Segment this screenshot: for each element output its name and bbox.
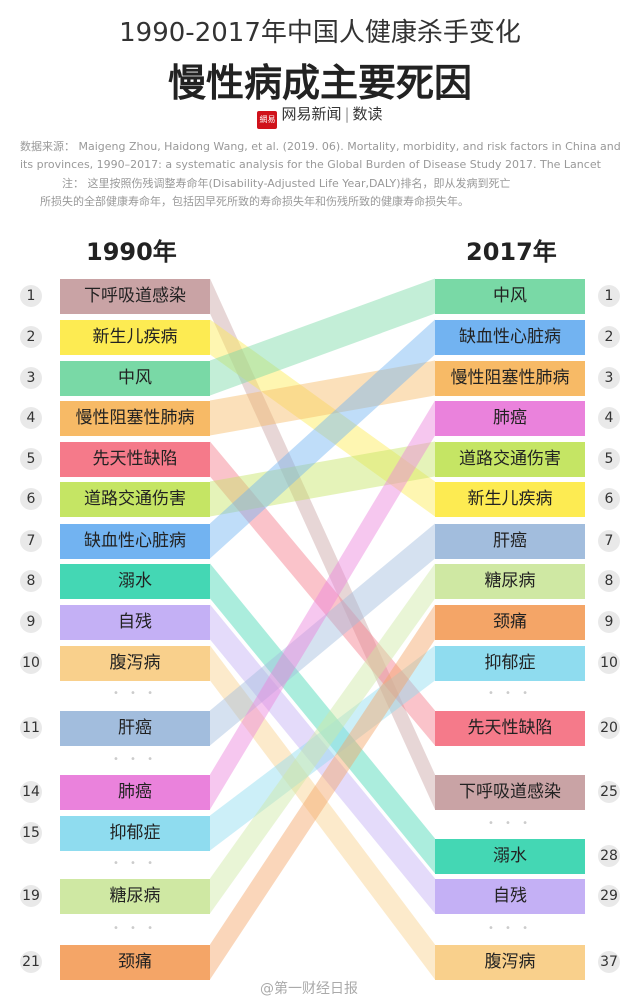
right-item-6: 肝癌 [435,523,585,559]
right-rank-1: 2 [598,326,620,348]
left-rank-7: 8 [20,570,42,592]
right-rank-14: 37 [598,951,620,973]
right-item-3: 肺癌 [435,400,585,436]
left-item-1: 新生儿疾病 [60,319,210,355]
left-rank-11: 14 [20,781,42,803]
ellipsis-6: • • • [487,923,533,934]
flow-13 [210,563,435,914]
note-line-1: 注： 这里按照伤残调整寿命年(Disability-Adjusted Life … [62,177,511,190]
left-item-2: 中风 [60,360,210,396]
ellipsis-4: • • • [487,688,533,699]
left-year-label: 1990年 [86,238,177,266]
brand-name: 网易新闻 [281,105,342,123]
left-rank-0: 1 [20,285,42,307]
left-item-14: 颈痛 [60,944,210,980]
ellipsis-1: • • • [112,754,158,765]
flow-9 [210,645,435,980]
brand-sub: 数读 [352,105,383,123]
right-item-4: 道路交通伤害 [435,441,585,477]
page-title: 慢性病成主要死因 [167,61,472,105]
left-item-6: 缺血性心脏病 [60,523,210,559]
flow-2 [210,278,435,396]
ellipsis-2: • • • [112,858,158,869]
right-item-7: 糖尿病 [435,563,585,599]
right-item-8: 颈痛 [435,604,585,640]
left-rank-13: 19 [20,885,42,907]
right-rank-0: 1 [598,285,620,307]
flow-8 [210,604,435,914]
left-item-0: 下呼吸道感染 [60,278,210,314]
flow-4 [210,441,435,746]
right-item-9: 抑郁症 [435,645,585,681]
right-rank-9: 10 [598,652,620,674]
left-item-5: 道路交通伤害 [60,481,210,517]
right-item-5: 新生儿疾病 [435,481,585,517]
left-rank-3: 4 [20,407,42,429]
flow-6 [210,319,435,559]
netease-logo: 網易 [257,111,278,129]
left-rank-12: 15 [20,822,42,844]
ellipsis-0: • • • [112,688,158,699]
note-line-2: 所损失的全部健康寿命年，包括因早死所致的寿命损失年和伤残所致的健康寿命损失年。 [40,195,469,208]
flow-12 [210,645,435,851]
source-line-2: its provinces, 1990–2017: a systematic a… [20,158,601,171]
flow-14 [210,604,435,980]
right-item-1: 缺血性心脏病 [435,319,585,355]
flow-11 [210,400,435,810]
title-line1: 1990-2017年中国人健康杀手变化 [119,18,521,48]
flow-0 [210,278,435,810]
left-rank-10: 11 [20,717,42,739]
left-rank-2: 3 [20,367,42,389]
right-rank-7: 8 [598,570,620,592]
left-item-10: 肝癌 [60,710,210,746]
right-item-2: 慢性阻塞性肺病 [435,360,585,396]
brand: 網易 网易新闻 | 数读 [0,103,640,129]
watermark: @第一财经日报 [260,981,358,997]
left-rank-5: 6 [20,488,42,510]
left-item-4: 先天性缺陷 [60,441,210,477]
right-rank-4: 5 [598,448,620,470]
left-rank-4: 5 [20,448,42,470]
ellipsis-5: • • • [487,818,533,829]
flow-5 [210,441,435,517]
left-rank-6: 7 [20,530,42,552]
brand-separator: | [344,105,350,123]
right-rank-6: 7 [598,530,620,552]
left-item-13: 糖尿病 [60,878,210,914]
left-rank-14: 21 [20,951,42,973]
right-rank-10: 20 [598,717,620,739]
right-rank-13: 29 [598,885,620,907]
source-line-1: 数据来源： Maigeng Zhou, Haidong Wang, et al.… [20,140,621,153]
right-year-label: 2017年 [466,238,557,266]
right-rank-5: 6 [598,488,620,510]
flow-3 [210,360,435,436]
right-item-14: 腹泻病 [435,944,585,980]
right-rank-12: 28 [598,845,620,867]
right-item-0: 中风 [435,278,585,314]
flow-7 [210,563,435,874]
left-rank-9: 10 [20,652,42,674]
ellipsis-3: • • • [112,923,158,934]
left-item-12: 抑郁症 [60,815,210,851]
left-item-3: 慢性阻塞性肺病 [60,400,210,436]
right-rank-3: 4 [598,407,620,429]
left-item-7: 溺水 [60,563,210,599]
right-item-11: 下呼吸道感染 [435,774,585,810]
left-item-11: 肺癌 [60,774,210,810]
flow-10 [210,523,435,746]
right-item-10: 先天性缺陷 [435,710,585,746]
right-rank-8: 9 [598,611,620,633]
right-rank-11: 25 [598,781,620,803]
left-rank-8: 9 [20,611,42,633]
right-item-13: 自残 [435,878,585,914]
left-item-8: 自残 [60,604,210,640]
left-item-9: 腹泻病 [60,645,210,681]
right-item-12: 溺水 [435,838,585,874]
flow-1 [210,319,435,517]
right-rank-2: 3 [598,367,620,389]
left-rank-1: 2 [20,326,42,348]
